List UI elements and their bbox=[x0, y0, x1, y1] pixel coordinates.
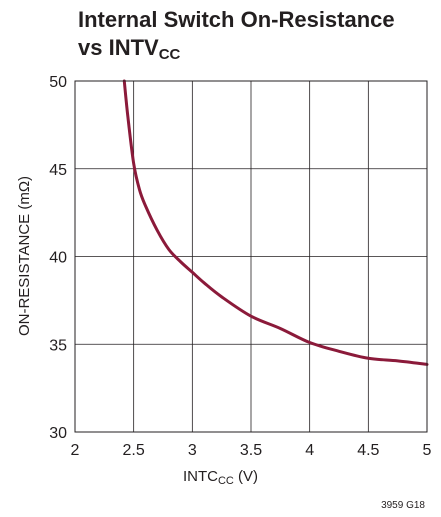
x-tick-label: 3.5 bbox=[240, 442, 262, 459]
y-tick-label: 30 bbox=[49, 425, 67, 442]
tick-labels: 2 2.5 3 3.5 4 4.5 5 30 35 40 45 50 bbox=[49, 74, 431, 459]
series-line bbox=[122, 79, 429, 366]
grid-lines bbox=[75, 81, 427, 432]
y-tick-label: 45 bbox=[49, 162, 67, 179]
chart-title-line1: Internal Switch On-Resistance bbox=[78, 7, 395, 32]
x-tick-label: 2 bbox=[71, 442, 80, 459]
y-tick-label: 50 bbox=[49, 74, 67, 91]
chart-title-line2-sub: CC bbox=[158, 46, 181, 63]
x-tick-label: 5 bbox=[423, 442, 432, 459]
x-tick-label: 4 bbox=[305, 442, 314, 459]
chart-title-line2-main: vs INTV bbox=[78, 35, 159, 60]
x-axis-label-unit: (V) bbox=[233, 468, 259, 485]
x-axis-label-sub: CC bbox=[217, 475, 234, 487]
x-axis-label: INTCCC (V) bbox=[0, 468, 441, 487]
x-tick-label: 3 bbox=[188, 442, 197, 459]
x-tick-label: 2.5 bbox=[123, 442, 145, 459]
figure-code: 3959 G18 bbox=[381, 500, 425, 511]
chart-title: Internal Switch On-Resistance vs INTVCC bbox=[78, 6, 428, 69]
chart-title-line2: vs INTVCC bbox=[78, 34, 428, 69]
x-axis-label-main: INTC bbox=[182, 468, 218, 485]
x-tick-label: 4.5 bbox=[357, 442, 379, 459]
plot-frame bbox=[74, 80, 428, 433]
y-tick-label: 35 bbox=[49, 337, 67, 354]
y-axis-label: ON-RESISTANCE (mΩ) bbox=[16, 175, 33, 337]
y-tick-label: 40 bbox=[49, 250, 67, 267]
